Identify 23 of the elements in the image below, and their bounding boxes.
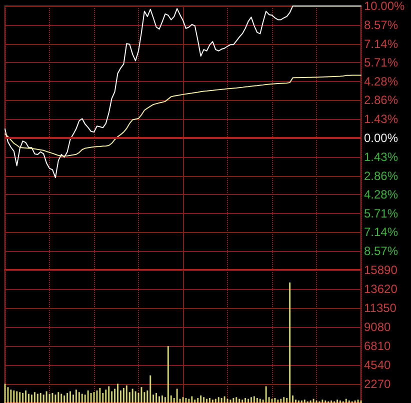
y-tick-label: 1.43% [364,112,398,126]
y-tick-label: 11350 [364,301,397,315]
y-tick-label: 4.28% [364,187,398,202]
y-tick-label: 2.86% [364,168,398,183]
y-tick-label: 7.14% [364,225,398,240]
y-tick-label: 4.28% [364,74,398,89]
line-series [4,6,362,178]
y-tick-label: 1.43% [364,150,398,164]
y-tick-label: 7.14% [364,36,398,51]
y-tick-label: 2270 [364,377,392,391]
y-tick-label: 9080 [364,320,392,334]
y-tick-label: 6810 [364,339,392,353]
y-tick-label: 8.57% [364,18,398,32]
y-tick-label: 4540 [364,358,392,372]
y-tick-label: 8.57% [364,244,398,258]
y-tick-label: 0.00% [364,131,398,145]
y-tick-label: 10.00% [364,0,406,13]
y-tick-label: 2.86% [364,93,398,108]
line-series [4,74,362,156]
y-tick-label: 5.71% [364,56,398,70]
y-tick-label: 5.71% [364,206,398,220]
y-tick-label: 13620 [364,282,398,296]
y-tick-label: 15890 [364,263,398,277]
